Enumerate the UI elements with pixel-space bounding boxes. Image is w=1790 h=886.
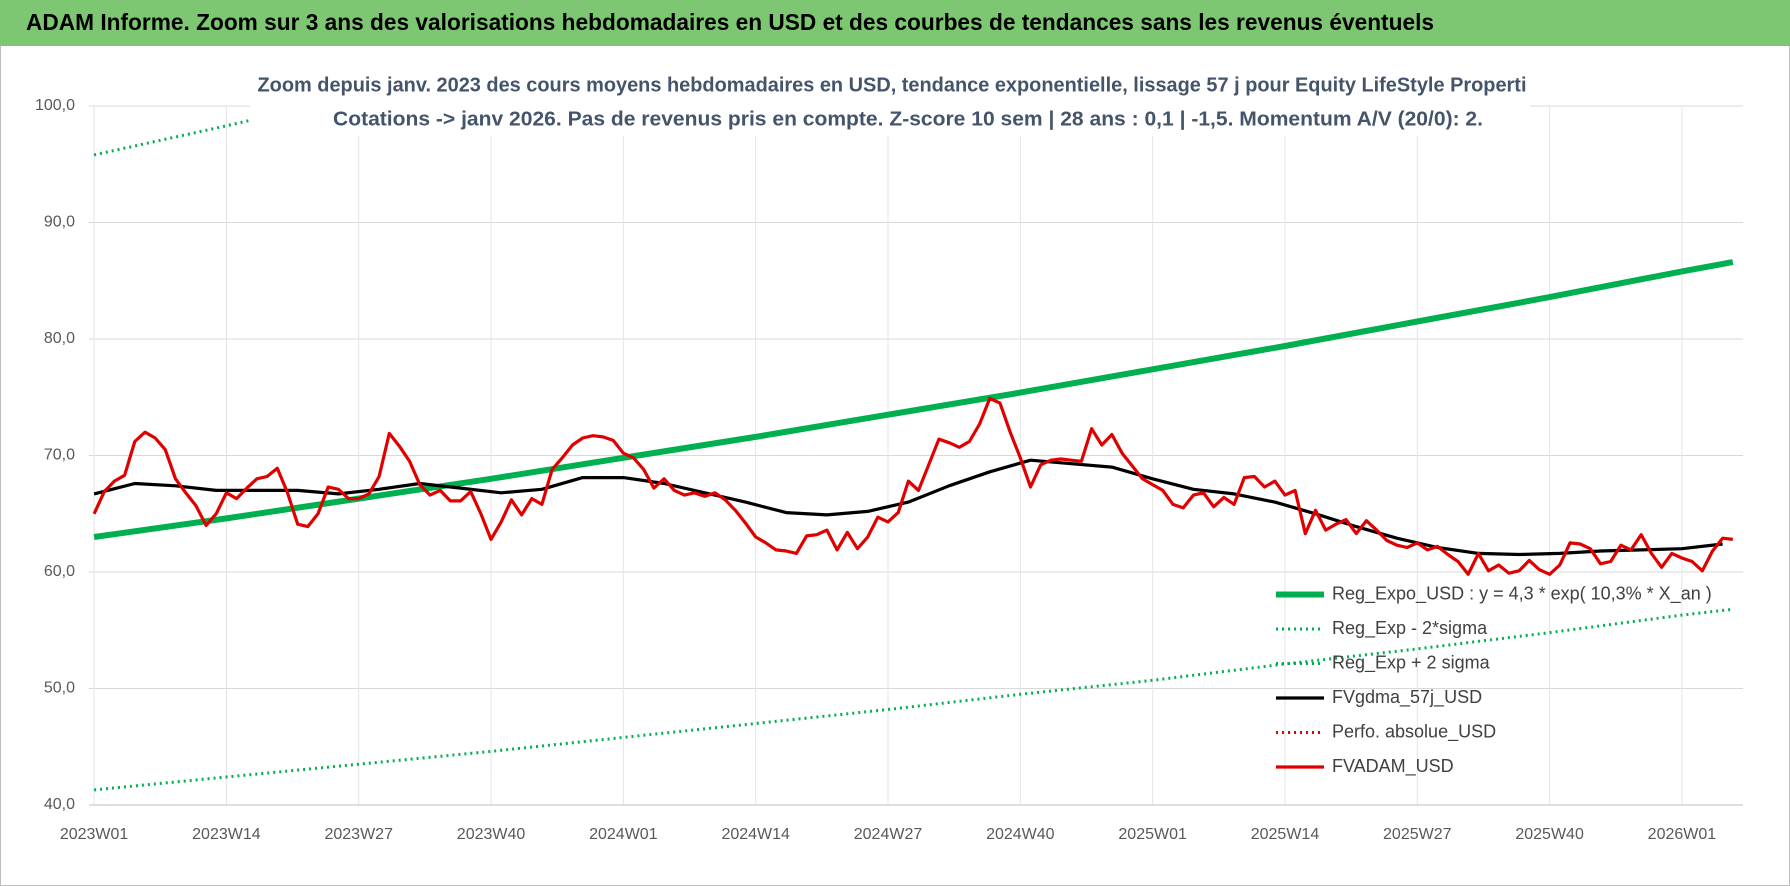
y-tick-label: 70,0 bbox=[44, 447, 75, 464]
x-tick-label: 2023W40 bbox=[457, 826, 526, 843]
x-tick-label: 2023W14 bbox=[192, 826, 261, 843]
series-line bbox=[93, 259, 1734, 540]
x-tick-label: 2023W27 bbox=[324, 826, 393, 843]
series-line bbox=[93, 458, 1723, 557]
x-tick-label: 2025W01 bbox=[1118, 826, 1187, 843]
y-tick-label: 100,0 bbox=[35, 97, 75, 114]
series-line bbox=[93, 607, 1733, 792]
subtitle-line: Cotations -> janv 2026. Pas de revenus p… bbox=[333, 108, 1483, 130]
x-tick-label: 2024W27 bbox=[854, 826, 923, 843]
legend-label: FVgdma_57j_USD bbox=[1332, 687, 1482, 708]
legend-label: Reg_Exp + 2 sigma bbox=[1332, 652, 1491, 673]
series-line bbox=[92, 396, 1733, 576]
y-tick-label: 40,0 bbox=[44, 796, 75, 813]
x-tick-label: 2024W40 bbox=[986, 826, 1055, 843]
y-tick-label: 50,0 bbox=[44, 680, 75, 697]
legend-label: Perfo. absolue_USD bbox=[1332, 721, 1496, 742]
legend: Reg_Expo_USD : y = 4,3 * exp( 10,3% * X_… bbox=[1276, 583, 1712, 777]
x-tick-label: 2026W01 bbox=[1648, 826, 1717, 843]
legend-label: Reg_Expo_USD : y = 4,3 * exp( 10,3% * X_… bbox=[1332, 583, 1712, 604]
y-tick-label: 60,0 bbox=[44, 563, 75, 580]
plot-area: 40,0 50,0 60,0 70,0 80,0 90,0 100,0 2023W01 2023… bbox=[35, 97, 1743, 843]
chart-title: ADAM Informe. Zoom sur 3 ans des valoris… bbox=[26, 9, 1434, 35]
subtitle-line: Zoom depuis janv. 2023 des cours moyens … bbox=[258, 74, 1527, 96]
x-tick-label: 2023W01 bbox=[60, 826, 129, 843]
title-bar bbox=[0, 0, 1790, 46]
x-tick-label: 2025W14 bbox=[1251, 826, 1320, 843]
y-tick-label: 90,0 bbox=[44, 214, 75, 231]
y-tick-label: 80,0 bbox=[44, 330, 75, 347]
legend-label: Reg_Exp - 2*sigma bbox=[1332, 618, 1488, 639]
x-tick-label: 2025W27 bbox=[1383, 826, 1452, 843]
subtitle-box bbox=[250, 66, 1530, 136]
legend-label: FVADAM_USD bbox=[1332, 756, 1454, 777]
x-tick-label: 2025W40 bbox=[1515, 826, 1584, 843]
x-tick-label: 2024W01 bbox=[589, 826, 658, 843]
x-tick-label: 2024W14 bbox=[721, 826, 790, 843]
